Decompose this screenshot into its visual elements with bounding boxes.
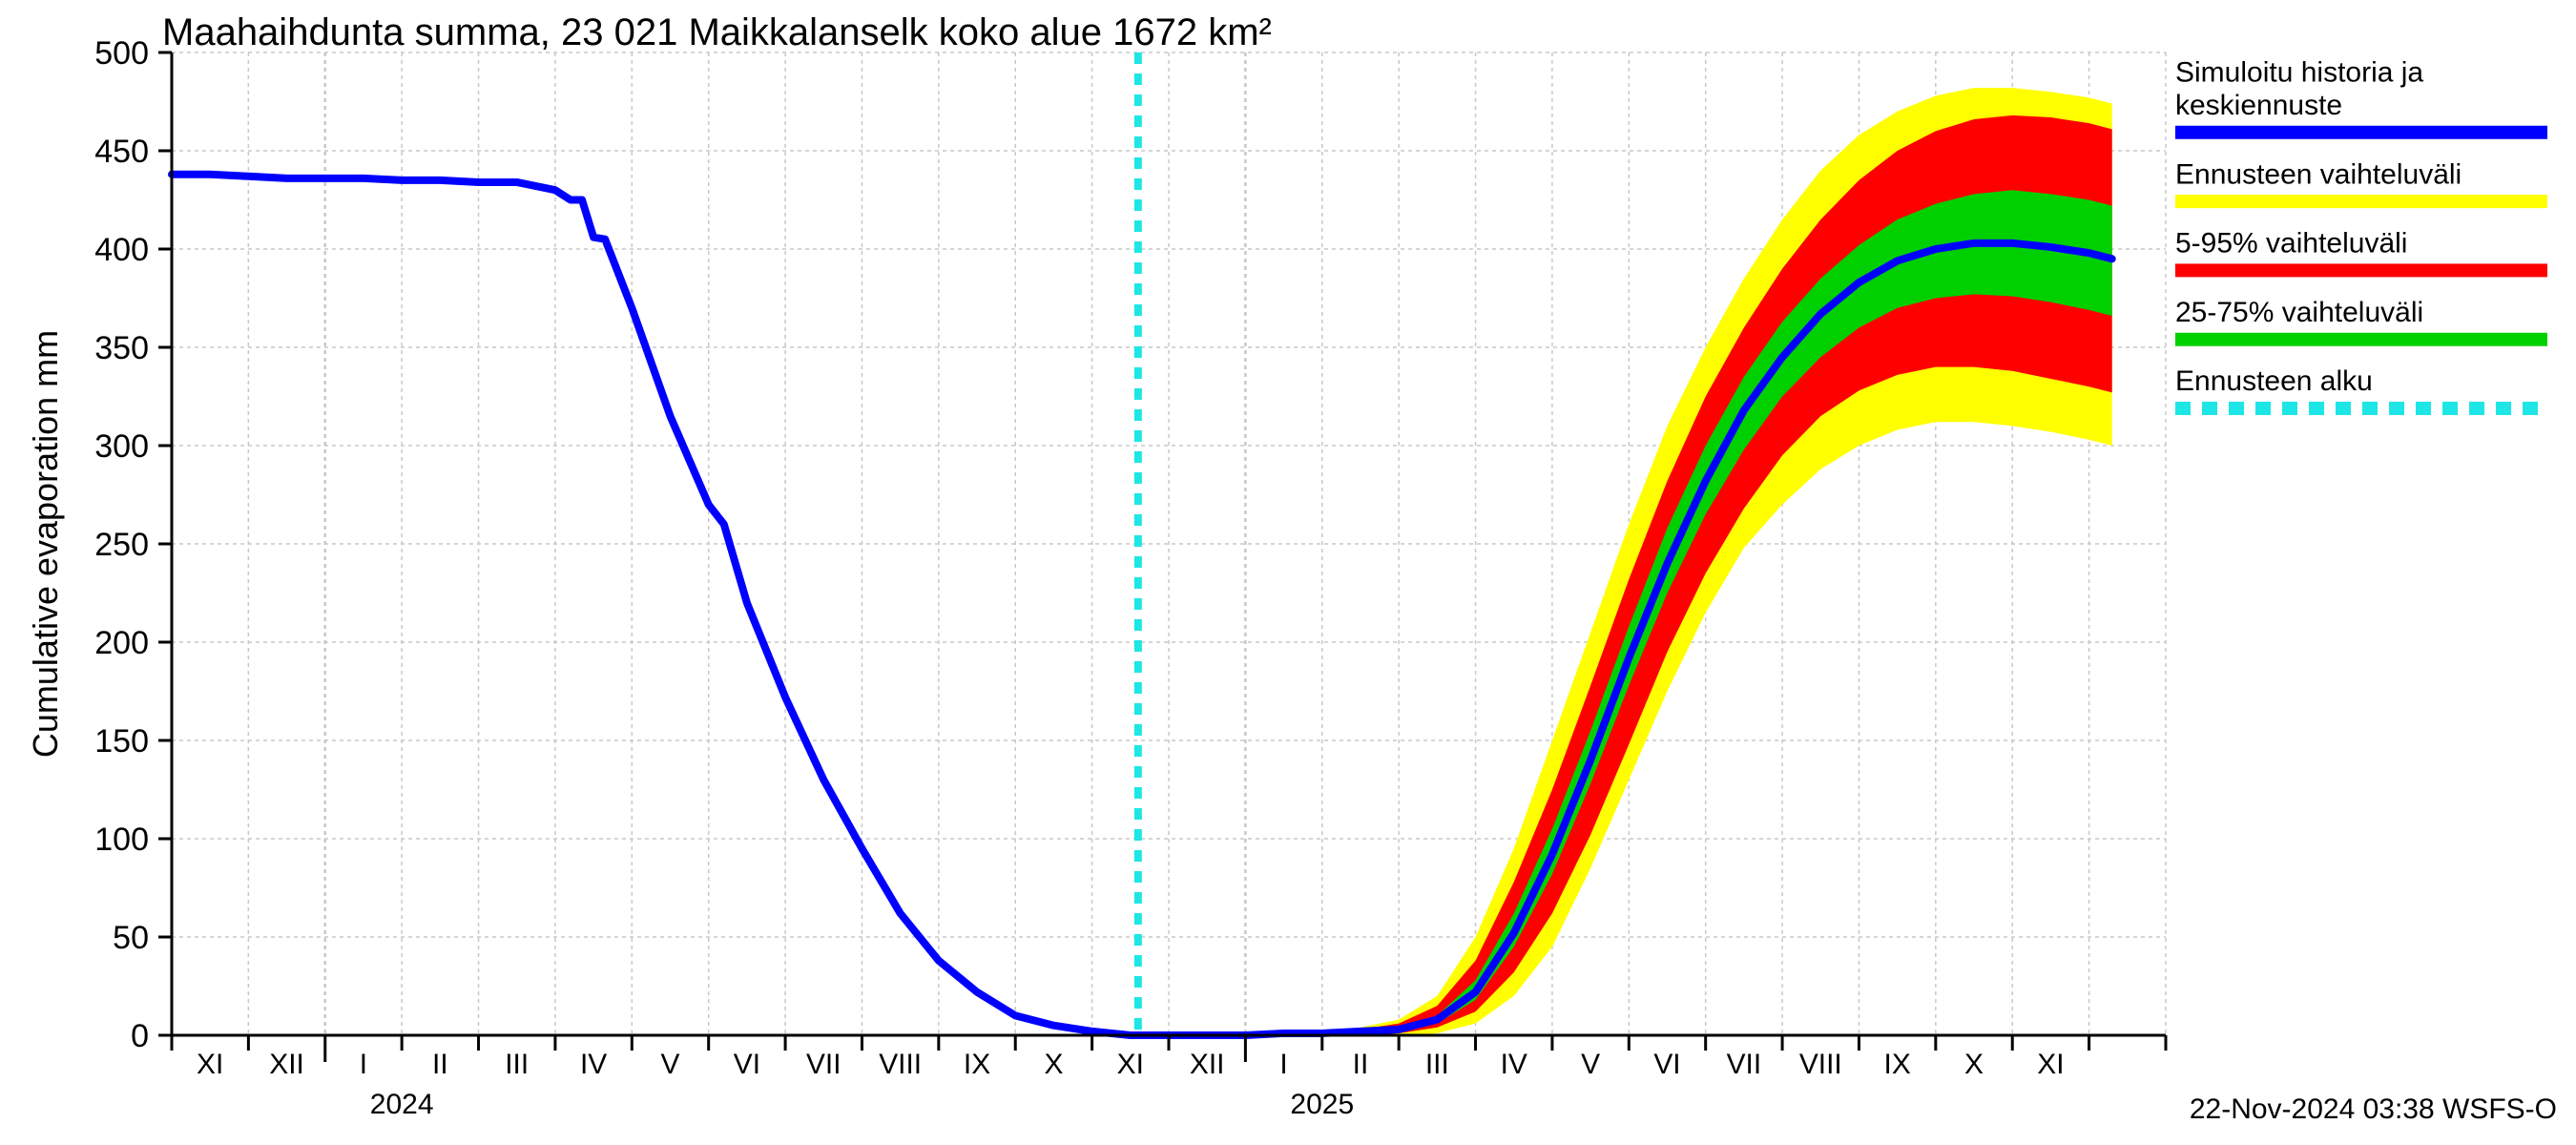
xtick-label: IX: [1884, 1049, 1911, 1080]
xtick-label: XII: [1190, 1049, 1225, 1080]
ytick-label: 500: [94, 35, 149, 72]
xtick-label: VI: [734, 1049, 760, 1080]
xtick-label: VII: [1727, 1049, 1762, 1080]
xtick-label: XI: [2037, 1049, 2064, 1080]
ytick-label: 50: [113, 920, 149, 956]
legend-label: Simuloitu historia ja: [2175, 57, 2423, 89]
y-axis-label: Cumulative evaporation mm: [26, 330, 65, 758]
xtick-label: IV: [580, 1049, 607, 1080]
xtick-label: V: [661, 1049, 680, 1080]
legend-label: Ennusteen vaihteluväli: [2175, 158, 2462, 190]
xtick-label: III: [505, 1049, 529, 1080]
xtick-label: III: [1425, 1049, 1449, 1080]
xtick-label: II: [1353, 1049, 1369, 1080]
xtick-label: I: [1279, 1049, 1287, 1080]
legend-label: 25-75% vaihteluväli: [2175, 297, 2423, 328]
ytick-label: 200: [94, 625, 149, 661]
ytick-label: 0: [131, 1018, 149, 1054]
xtick-label: X: [1964, 1049, 1984, 1080]
ytick-label: 250: [94, 527, 149, 563]
ytick-label: 300: [94, 428, 149, 465]
xtick-label: XI: [1117, 1049, 1144, 1080]
xtick-label: VII: [806, 1049, 841, 1080]
legend-label: keskiennuste: [2175, 90, 2342, 121]
xtick-label: XI: [197, 1049, 223, 1080]
ytick-label: 100: [94, 822, 149, 858]
ytick-label: 450: [94, 134, 149, 170]
legend-label: 5-95% vaihteluväli: [2175, 228, 2407, 260]
year-label: 2025: [1290, 1089, 1354, 1120]
xtick-label: XII: [269, 1049, 304, 1080]
ytick-label: 400: [94, 232, 149, 268]
legend-label: Ennusteen alku: [2175, 365, 2373, 397]
xtick-label: VIII: [1799, 1049, 1842, 1080]
footer-timestamp: 22-Nov-2024 03:38 WSFS-O: [2190, 1093, 2557, 1125]
xtick-label: IX: [964, 1049, 990, 1080]
chart-title: Maahaihdunta summa, 23 021 Maikkalanselk…: [162, 11, 1272, 53]
ytick-label: 350: [94, 330, 149, 366]
xtick-label: I: [360, 1049, 367, 1080]
xtick-label: V: [1581, 1049, 1600, 1080]
year-label: 2024: [370, 1089, 434, 1120]
xtick-label: X: [1044, 1049, 1063, 1080]
xtick-label: IV: [1501, 1049, 1527, 1080]
ytick-label: 150: [94, 723, 149, 760]
chart-svg: 050100150200250300350400450500XIXIIIIIII…: [0, 0, 2576, 1145]
chart-container: 050100150200250300350400450500XIXIIIIIII…: [0, 0, 2576, 1145]
xtick-label: VIII: [879, 1049, 922, 1080]
xtick-label: VI: [1653, 1049, 1680, 1080]
xtick-label: II: [432, 1049, 448, 1080]
